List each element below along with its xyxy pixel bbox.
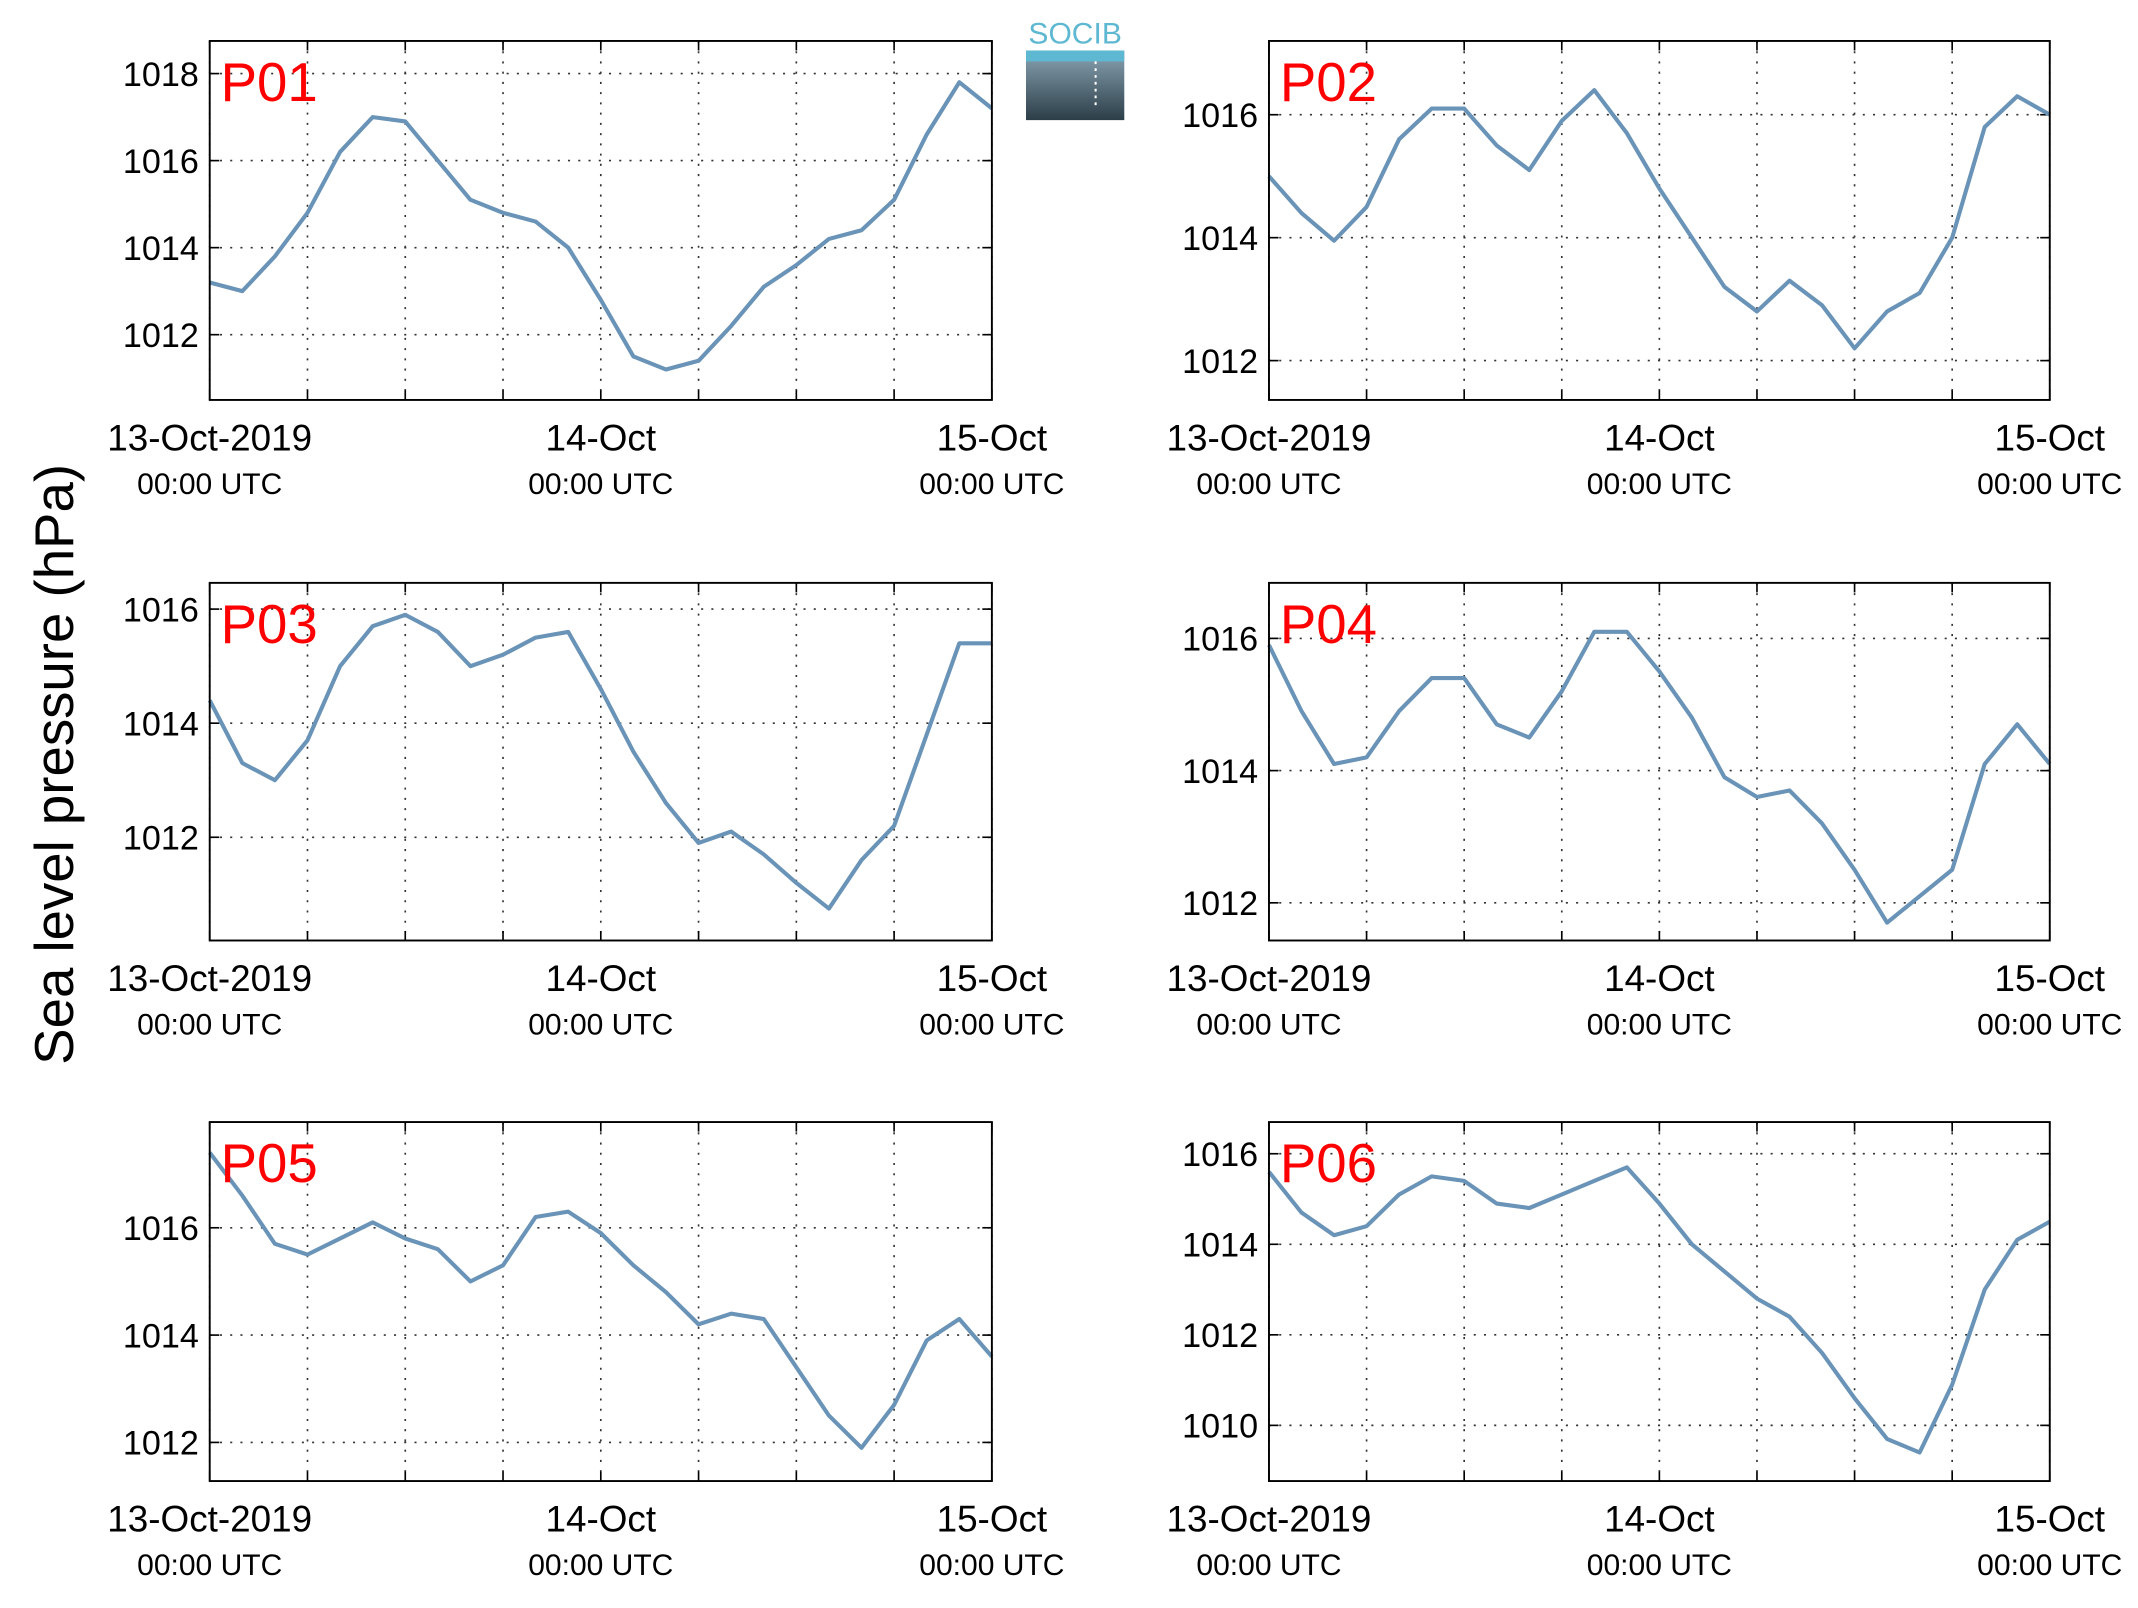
subplot: 1012 1014 1016 13-Oct-2019 00:00 UTC 14-Oct 00…: [1167, 581, 2122, 1042]
logo-band: [1026, 50, 1125, 62]
chart-title: P06: [1280, 1133, 1377, 1194]
x-tick-sublabel: 00:00 UTC: [1196, 1009, 1341, 1042]
logo: SOCIB: [1026, 18, 1125, 121]
x-tick-label: 14-Oct: [546, 1499, 657, 1540]
x-tick-label: 13-Oct-2019: [107, 958, 312, 999]
logo-text: SOCIB: [1028, 18, 1121, 51]
x-tick-sublabel: 00:00 UTC: [1587, 468, 1732, 501]
x-tick-sublabel: 00:00 UTC: [137, 468, 282, 501]
plot-frame: [208, 581, 993, 942]
y-tick-label: 1012: [123, 317, 199, 355]
y-tick-label: 1012: [1182, 885, 1258, 923]
chart-title: P01: [221, 52, 318, 113]
x-tick-label: 13-Oct-2019: [1167, 417, 1372, 458]
data-line: [1267, 1165, 2051, 1455]
x-tick-sublabel: 00:00 UTC: [528, 1549, 673, 1582]
subplot: 1012 1014 1016 1018 13-Oct-2019 00:00 UTC 14-O…: [107, 39, 1064, 501]
subplot: 1012 1014 1016 13-Oct-2019 00:00 UTC 14-Oct 00…: [1167, 39, 2122, 501]
x-tick-label: 15-Oct: [937, 1499, 1048, 1540]
plot-frame: [1268, 581, 2051, 942]
y-tick-label: 1014: [1182, 1227, 1258, 1265]
y-tick-label: 1014: [123, 705, 199, 743]
chart-title: P05: [221, 1133, 318, 1194]
x-tick-label: 14-Oct: [546, 958, 657, 999]
x-tick-sublabel: 00:00 UTC: [137, 1009, 282, 1042]
plot-frame: [1268, 39, 2051, 401]
x-tick-sublabel: 00:00 UTC: [919, 468, 1064, 501]
y-tick-label: 1012: [123, 1425, 199, 1463]
x-tick-sublabel: 00:00 UTC: [1587, 1549, 1732, 1582]
plot-frame: [208, 1121, 993, 1483]
x-tick-sublabel: 00:00 UTC: [1196, 468, 1341, 501]
y-tick-label: 1016: [123, 591, 199, 629]
y-tick-label: 1014: [1182, 220, 1258, 258]
x-tick-label: 13-Oct-2019: [1167, 1499, 1372, 1540]
y-tick-label: 1012: [1182, 343, 1258, 381]
plot-frame: [1268, 1121, 2051, 1483]
x-tick-sublabel: 00:00 UTC: [528, 468, 673, 501]
x-tick-sublabel: 00:00 UTC: [1977, 1009, 2122, 1042]
data-line: [1267, 629, 2052, 925]
data-line: [208, 1151, 994, 1450]
x-tick-sublabel: 00:00 UTC: [1977, 468, 2122, 501]
x-tick-label: 15-Oct: [1994, 1499, 2105, 1540]
x-tick-sublabel: 00:00 UTC: [528, 1009, 673, 1042]
y-tick-label: 1012: [123, 820, 199, 858]
x-tick-label: 15-Oct: [937, 958, 1048, 999]
x-tick-sublabel: 00:00 UTC: [1587, 1009, 1732, 1042]
x-tick-label: 13-Oct-2019: [107, 1499, 312, 1540]
x-tick-label: 14-Oct: [1604, 417, 1715, 458]
y-tick-label: 1014: [123, 1317, 199, 1355]
y-tick-label: 1012: [1182, 1317, 1258, 1355]
x-tick-label: 15-Oct: [1994, 958, 2105, 999]
x-tick-label: 13-Oct-2019: [107, 417, 312, 458]
y-tick-label: 1014: [123, 230, 199, 268]
x-tick-sublabel: 00:00 UTC: [137, 1549, 282, 1582]
y-tick-label: 1010: [1182, 1408, 1258, 1446]
y-tick-label: 1014: [1182, 753, 1258, 791]
logo-image: [1026, 50, 1125, 121]
y-tick-label: 1016: [1182, 621, 1258, 659]
subplot: 1012 1014 1016 13-Oct-2019 00:00 UTC 14-Oct 00…: [107, 581, 1064, 1042]
x-tick-label: 14-Oct: [1604, 958, 1715, 999]
x-tick-label: 14-Oct: [546, 417, 657, 458]
y-tick-label: 1016: [123, 143, 199, 181]
y-axis-label: Sea level pressure (hPa): [24, 464, 85, 1065]
x-tick-label: 13-Oct-2019: [1167, 958, 1372, 999]
x-tick-sublabel: 00:00 UTC: [1196, 1549, 1341, 1582]
subplot: 1010 1012 1014 1016 13-Oct-2019 00:00 UTC 14-O…: [1167, 1121, 2122, 1582]
x-tick-label: 15-Oct: [1994, 417, 2105, 458]
chart-title: P04: [1280, 594, 1377, 655]
y-tick-label: 1016: [1182, 1136, 1258, 1174]
data-line: [1267, 88, 2051, 351]
x-tick-sublabel: 00:00 UTC: [919, 1549, 1064, 1582]
y-tick-label: 1018: [123, 56, 199, 94]
x-tick-sublabel: 00:00 UTC: [1977, 1549, 2122, 1582]
chart-title: P03: [221, 594, 318, 655]
y-tick-label: 1016: [1182, 97, 1258, 135]
data-line: [209, 80, 994, 372]
subplot: 1012 1014 1016 13-Oct-2019 00:00 UTC 14-Oct 00…: [107, 1121, 1064, 1582]
x-tick-label: 15-Oct: [937, 417, 1048, 458]
plot-frame: [208, 39, 993, 401]
x-tick-sublabel: 00:00 UTC: [919, 1009, 1064, 1042]
x-tick-label: 14-Oct: [1604, 1499, 1715, 1540]
data-line: [207, 612, 992, 911]
chart-title: P02: [1280, 52, 1377, 113]
y-tick-label: 1016: [123, 1210, 199, 1248]
